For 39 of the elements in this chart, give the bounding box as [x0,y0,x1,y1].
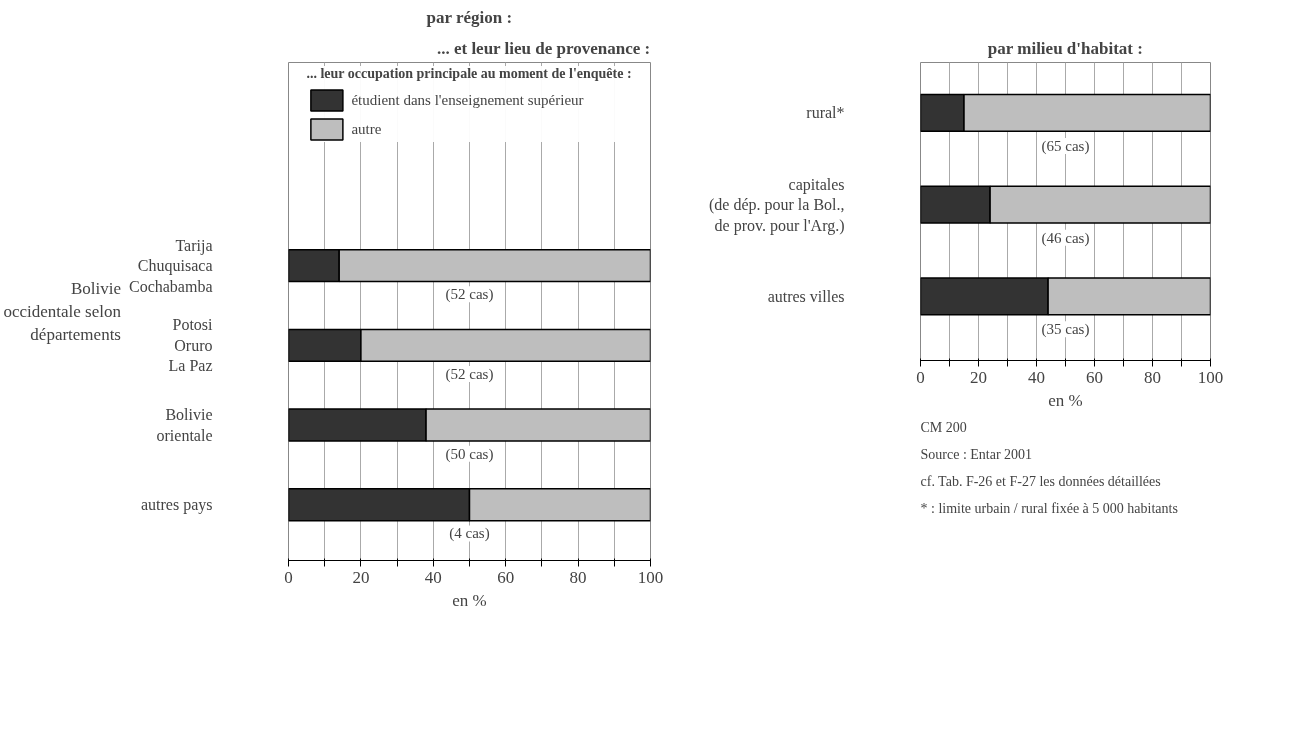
text: Bolivie occidentale selon départements [3,279,122,344]
x-tick-label: 80 [569,567,587,587]
y-tick-label: Tarija Chuquisaca Cochabamba [128,236,213,295]
legend-title: ... leur occupation principale au moment de l'enquête : [306,66,632,82]
annotation: (50 cas) [445,445,494,463]
annotation: (46 cas) [1041,229,1090,247]
chart-subtitle: ... et leur lieu de provenance : [436,38,651,58]
x-tick-label: 60 [497,567,515,587]
x-tick-label: 40 [1028,367,1045,387]
text: * : limite urbain / rural fixée à 5 000 habitants [920,500,1178,516]
x-axis-title: en % [1048,390,1083,410]
legend-label: étudient dans l'enseignement supérieur [351,91,584,109]
x-tick-label: 40 [424,567,442,587]
source-note: Source : Entar 2001 [920,446,1033,462]
text: CM 200 [920,419,967,435]
legend-label: autre [351,120,382,138]
x-tick-label: 80 [1144,367,1161,387]
x-tick-label: 100 [1197,367,1224,387]
y-tick-label: capitales (de dép. pour la Bol., de prov. pour l'Arg.) [708,175,845,235]
annotation: (52 cas) [445,366,494,384]
y-tick-label: rural* [806,104,845,122]
y-tick-label: autres villes [767,287,845,305]
x-tick-label: 20 [970,367,987,387]
text: cf. Tab. F-26 et F-27 les données détaillées [920,473,1161,489]
x-axis-title: en % [452,590,487,610]
x-tick-label: 20 [352,567,370,587]
chart-title: par région : [426,7,513,27]
y-tick-label: autres pays [140,496,213,515]
y-tick-label: Bolivie orientale [156,406,213,444]
x-tick-label: 60 [1086,367,1103,387]
x-tick-label: 100 [637,567,664,587]
annotation: (4 cas) [449,525,490,543]
annotation: (65 cas) [1041,137,1090,155]
x-tick-label: 0 [916,367,925,387]
x-tick-label: 0 [284,567,293,587]
annotation: (35 cas) [1041,321,1090,339]
annotation: (52 cas) [445,286,494,304]
y-tick-label: Potosi Oruro La Paz [168,316,214,375]
chart-title: par milieu d'habitat : [987,38,1143,58]
